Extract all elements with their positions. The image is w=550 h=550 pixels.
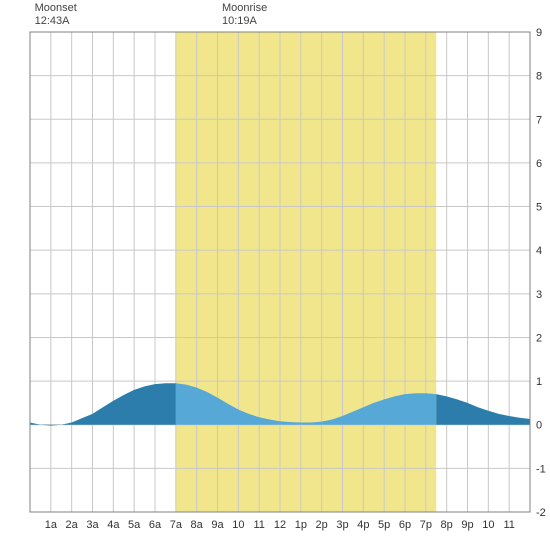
chart-svg: -2-101234567891a2a3a4a5a6a7a8a9a1011121p… [0,0,550,550]
y-tick-label: 9 [536,27,542,39]
y-tick-label: 2 [536,332,542,344]
x-tick-label: 4p [357,519,369,531]
x-tick-label: 5p [378,519,390,531]
x-tick-label: 4a [107,519,120,531]
x-tick-label: 9a [211,519,224,531]
y-tick-label: 1 [536,376,542,388]
x-tick-label: 10 [482,519,494,531]
x-tick-label: 6a [149,519,162,531]
x-tick-label: 3p [336,519,348,531]
y-tick-label: 5 [536,202,542,214]
x-tick-label: 9p [461,519,473,531]
x-tick-label: 1a [45,519,58,531]
tide-chart: Moonset 12:43A Moonrise 10:19A -2-101234… [0,0,550,550]
y-tick-label: 3 [536,289,542,301]
x-tick-label: 11 [253,519,264,531]
x-tick-label: 2p [316,519,328,531]
x-tick-label: 6p [399,519,411,531]
x-tick-label: 1p [295,519,307,531]
x-tick-label: 5a [128,519,141,531]
x-tick-label: 7a [170,519,183,531]
x-tick-label: 12 [274,519,286,531]
y-tick-label: 0 [536,420,542,432]
x-tick-label: 8p [441,519,453,531]
x-tick-label: 11 [503,519,514,531]
y-tick-label: 7 [536,114,542,126]
y-tick-label: 6 [536,158,542,170]
x-tick-label: 8a [191,519,204,531]
x-tick-label: 3a [86,519,99,531]
y-tick-label: -1 [536,463,546,475]
y-tick-label: 4 [536,245,542,257]
x-tick-label: 10 [232,519,244,531]
y-tick-label: -2 [536,507,546,519]
x-tick-label: 7p [420,519,432,531]
x-tick-label: 2a [66,519,79,531]
daylight-band [176,32,436,512]
y-tick-label: 8 [536,71,542,83]
